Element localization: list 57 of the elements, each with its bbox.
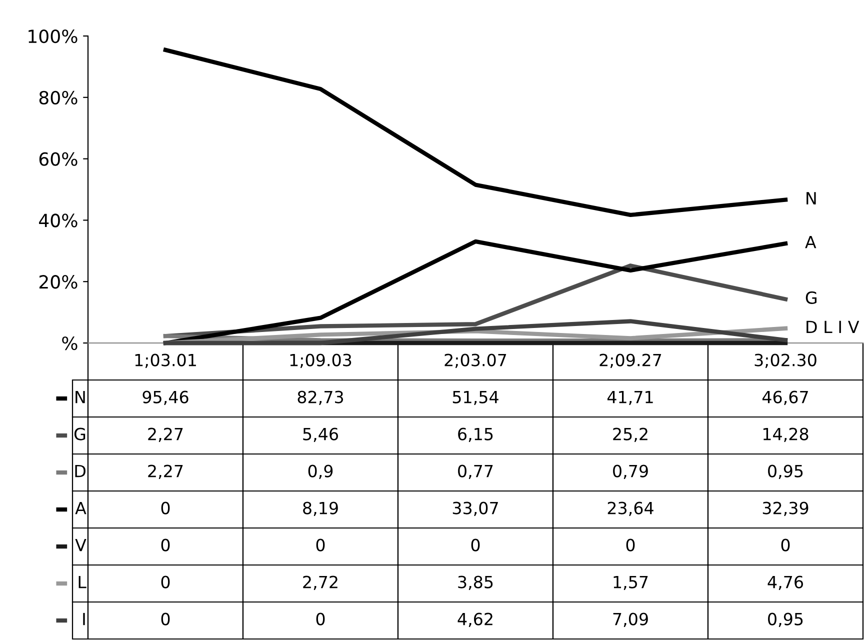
- y-tick-label: %: [62, 336, 78, 350]
- data-label: 2,27: [148, 428, 183, 442]
- data-label: 4,62: [458, 612, 492, 628]
- x-tick-label: 1;03.01: [135, 354, 196, 368]
- data-label: 32,39: [762, 502, 808, 516]
- legend-label: V: [75, 538, 86, 552]
- legend-label: N: [76, 390, 85, 404]
- x-tick-label: 3;02.30: [754, 354, 816, 368]
- annotation: D L I V: [806, 320, 860, 333]
- data-label: 0: [161, 576, 170, 588]
- data-label: 4,76: [768, 576, 804, 590]
- data-label: 23,64: [608, 502, 654, 516]
- data-label: 2,72: [303, 576, 338, 590]
- x-tick-label: 1;09.03: [290, 354, 352, 368]
- data-label: 0: [781, 538, 790, 552]
- data-label: 0,95: [768, 464, 803, 480]
- data-label: 1,57: [614, 576, 648, 590]
- data-label: 33,07: [452, 502, 498, 516]
- data-label: 0: [316, 538, 325, 552]
- legend-label: A: [75, 502, 86, 514]
- data-label: 46,67: [762, 390, 808, 406]
- data-label: 0: [471, 538, 480, 552]
- data-label: 25,2: [613, 428, 648, 442]
- data-label: 14,28: [763, 428, 808, 442]
- legend-label: G: [74, 428, 86, 440]
- data-label: 82,73: [298, 390, 344, 406]
- data-label: 7,09: [613, 612, 648, 628]
- y-tick-label: 40%: [39, 214, 78, 228]
- data-label: 51,54: [452, 390, 498, 406]
- data-label: 0: [316, 612, 325, 626]
- data-label: 41,71: [607, 390, 653, 406]
- data-label: 0,77: [458, 464, 493, 480]
- data-label: 2,27: [148, 464, 183, 480]
- data-label: 95,46: [142, 390, 188, 406]
- data-label: 0: [161, 502, 170, 514]
- data-label: 0: [161, 538, 170, 552]
- y-tick-label: 60%: [39, 152, 78, 166]
- data-label: 0: [626, 538, 635, 552]
- y-tick-label: 20%: [39, 275, 78, 289]
- y-tick-label: 80%: [39, 90, 78, 105]
- legend-label: D: [75, 464, 86, 478]
- data-label: 3,85: [458, 576, 493, 590]
- data-label: 0: [161, 612, 170, 626]
- data-label: 5,46: [303, 428, 338, 442]
- y-tick-label: 100%: [28, 29, 78, 44]
- data-label: 8,19: [303, 502, 338, 516]
- legend-label: I: [83, 612, 85, 626]
- legend-label: L: [78, 576, 86, 588]
- data-label: 0,9: [308, 464, 333, 480]
- annotation: N: [806, 192, 816, 204]
- data-label: 6,15: [458, 428, 493, 442]
- annotation: G: [806, 291, 816, 304]
- data-label: 0,95: [768, 612, 803, 628]
- x-tick-label: 2;09.27: [600, 354, 662, 368]
- data-label: 0,79: [613, 464, 648, 480]
- x-tick-label: 2;03.07: [444, 354, 506, 368]
- annotation: A: [805, 236, 816, 248]
